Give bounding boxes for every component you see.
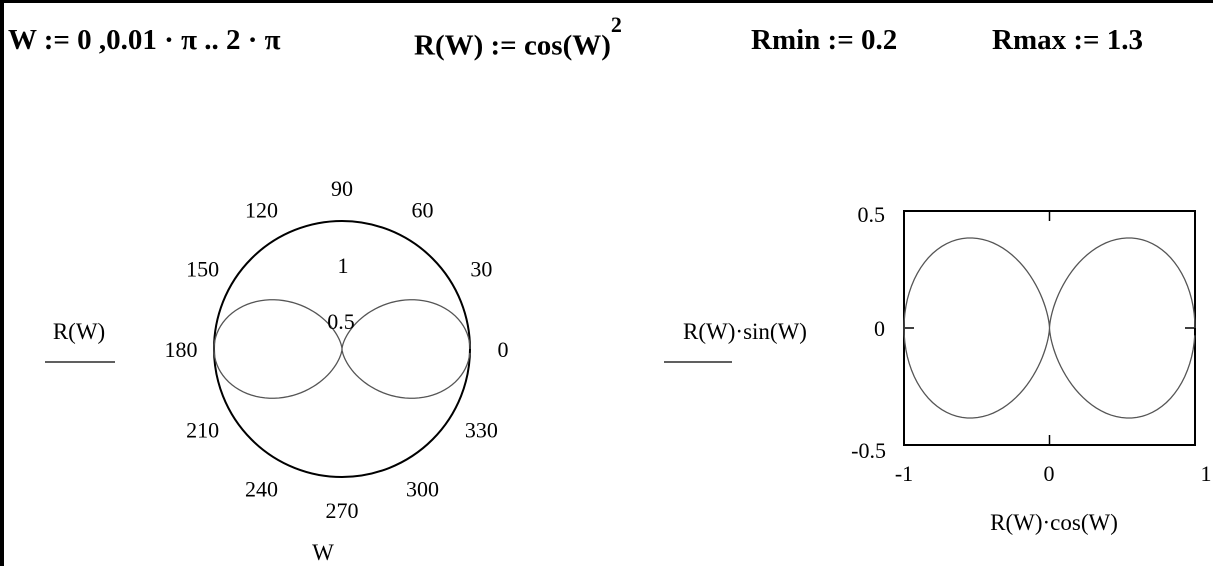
y-tick-label-0: 0 bbox=[874, 316, 885, 341]
polar-angle-tick-60: 60 bbox=[412, 198, 434, 223]
polar-angle-tick-330: 330 bbox=[465, 418, 498, 443]
polar-angle-tick-180: 180 bbox=[165, 337, 198, 362]
polar-angle-tick-300: 300 bbox=[406, 476, 439, 501]
top-border bbox=[0, 0, 1213, 3]
polar-radius-tick-0.5: 0.5 bbox=[327, 309, 355, 334]
polar-angle-tick-210: 210 bbox=[186, 418, 219, 443]
polar-angle-tick-240: 240 bbox=[245, 476, 278, 501]
cartesian-plot[interactable]: 0.5 0 -0.5 -1 0 1 R(W)·sin(W) R(W)·cos(W… bbox=[664, 202, 1212, 535]
polar-angle-tick-270: 270 bbox=[326, 498, 359, 523]
polar-plot[interactable]: 1 0.5 0 30 60 90 120 150 180 210 240 270 300 330 R(… bbox=[45, 176, 509, 565]
left-border bbox=[0, 0, 4, 566]
polar-radius-axis-label: R(W) bbox=[53, 319, 105, 344]
rmin-definition[interactable]: Rmin := 0.2 bbox=[751, 24, 898, 56]
polar-angle-tick-150: 150 bbox=[186, 257, 219, 282]
cartesian-curve-series bbox=[903, 237, 1196, 419]
y-tick-label-0.5: 0.5 bbox=[858, 202, 886, 227]
r-function-base: R(W) := cos(W) bbox=[414, 29, 611, 62]
polar-angle-labels: 0 30 60 90 120 150 180 210 240 270 300 330 bbox=[165, 176, 509, 523]
cartesian-y-axis-label: R(W)·sin(W) bbox=[683, 319, 807, 344]
polar-angle-tick-90: 90 bbox=[331, 176, 353, 201]
polar-curve-series bbox=[213, 299, 471, 399]
x-tick-label-neg1: -1 bbox=[895, 461, 913, 486]
r-function-exponent: 2 bbox=[610, 12, 622, 37]
r-function-definition[interactable]: R(W) := cos(W)2 bbox=[414, 14, 622, 62]
polar-radius-tick-1: 1 bbox=[338, 253, 349, 278]
polar-angle-tick-30: 30 bbox=[470, 257, 492, 282]
x-tick-label-1: 1 bbox=[1201, 461, 1212, 486]
polar-angle-tick-120: 120 bbox=[245, 198, 278, 223]
x-tick-label-0: 0 bbox=[1044, 461, 1055, 486]
polar-angle-axis-label: W bbox=[312, 540, 334, 565]
y-tick-label-neg0.5: -0.5 bbox=[851, 438, 886, 463]
rmax-definition[interactable]: Rmax := 1.3 bbox=[992, 24, 1144, 56]
w-range-definition[interactable]: W := 0 ,0.01 · π .. 2 · π bbox=[8, 24, 281, 56]
cartesian-x-axis-label: R(W)·cos(W) bbox=[990, 510, 1118, 535]
polar-angle-tick-0: 0 bbox=[498, 337, 509, 362]
cartesian-tick-marks bbox=[904, 211, 1195, 445]
